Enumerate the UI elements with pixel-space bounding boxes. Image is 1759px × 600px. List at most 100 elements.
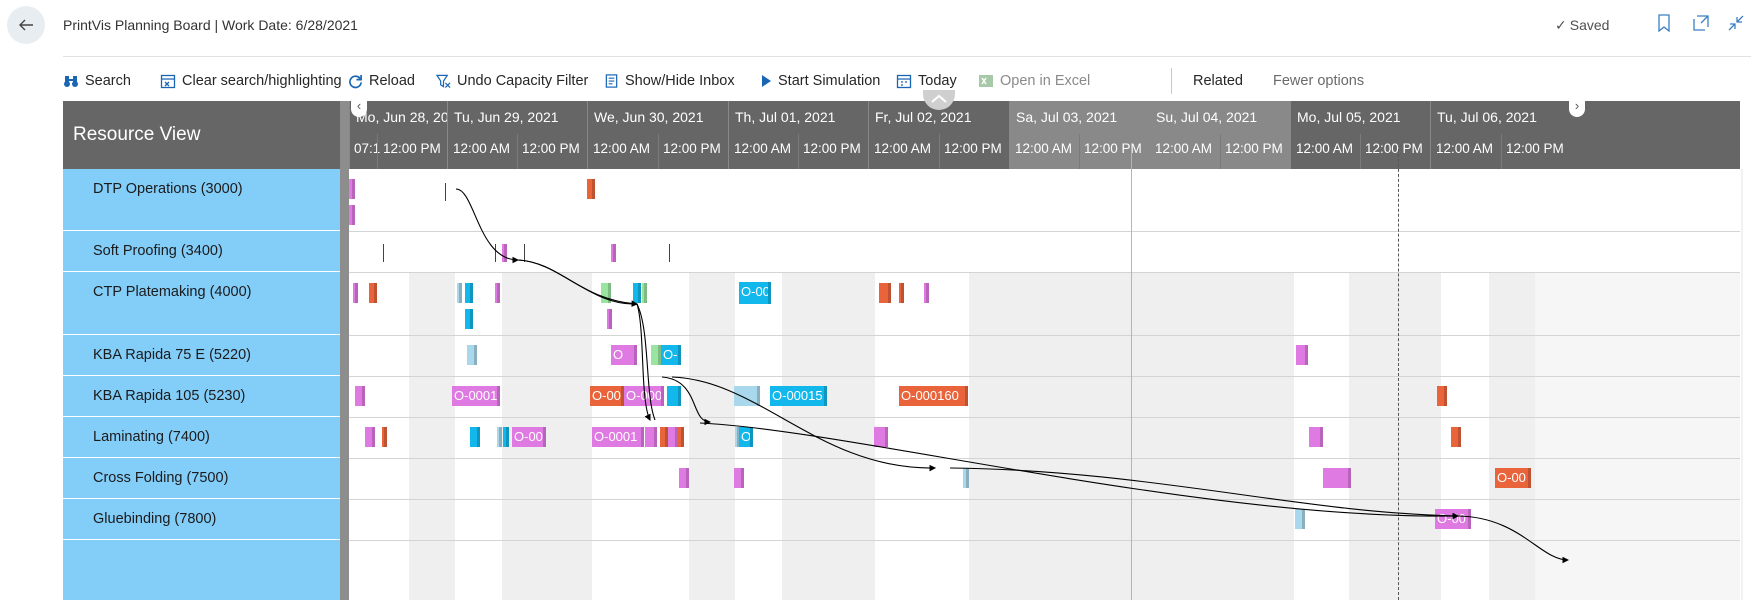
job-bar[interactable] bbox=[355, 386, 365, 406]
job-bar[interactable] bbox=[457, 283, 462, 303]
job-bar[interactable] bbox=[667, 386, 681, 406]
job-bar[interactable] bbox=[495, 283, 500, 303]
job-bar[interactable] bbox=[678, 427, 684, 447]
open-in-excel-action[interactable]: Open in Excel bbox=[978, 70, 1090, 92]
job-bar[interactable] bbox=[365, 427, 375, 447]
job-bar[interactable] bbox=[349, 205, 355, 225]
resource-row[interactable]: KBA Rapida 105 (5230) bbox=[63, 376, 340, 417]
splitter-bar[interactable] bbox=[340, 101, 349, 600]
job-bar[interactable] bbox=[1323, 468, 1351, 488]
job-bar[interactable] bbox=[601, 283, 611, 303]
job-bar[interactable]: O-00 bbox=[1495, 468, 1531, 488]
clear-search-action[interactable]: Clear search/highlighting bbox=[160, 70, 342, 92]
hour-label: 12:00 PM bbox=[803, 141, 861, 156]
job-bar[interactable] bbox=[645, 427, 657, 447]
resource-row[interactable]: Soft Proofing (3400) bbox=[63, 231, 340, 272]
job-bar[interactable]: O bbox=[611, 345, 637, 365]
fewer-options-button[interactable]: Fewer options bbox=[1273, 70, 1364, 92]
job-bar[interactable] bbox=[465, 309, 473, 329]
job-bar[interactable] bbox=[651, 345, 661, 365]
job-bar[interactable] bbox=[874, 427, 888, 447]
today-action[interactable]: Today bbox=[896, 70, 957, 92]
binoculars-icon bbox=[64, 76, 78, 87]
start-simulation-action[interactable]: Start Simulation bbox=[760, 70, 880, 92]
job-bar[interactable] bbox=[349, 179, 355, 199]
job-bar[interactable] bbox=[470, 427, 480, 447]
collapse-icon[interactable] bbox=[1727, 14, 1745, 32]
resource-row[interactable]: Laminating (7400) bbox=[63, 417, 340, 458]
job-bar[interactable]: O-0001 bbox=[452, 386, 500, 406]
back-button[interactable] bbox=[7, 6, 45, 44]
hour-divider bbox=[939, 134, 940, 169]
job-bar[interactable]: O- bbox=[739, 427, 753, 447]
job-bar[interactable] bbox=[963, 468, 969, 488]
job-bar[interactable] bbox=[1296, 345, 1308, 365]
job-bar[interactable] bbox=[1451, 427, 1461, 447]
job-bar[interactable] bbox=[668, 427, 678, 447]
job-bar[interactable]: O-00 bbox=[512, 427, 546, 447]
resource-label: Cross Folding (7500) bbox=[93, 470, 229, 486]
job-label: O-00 bbox=[1437, 511, 1466, 526]
job-bar[interactable]: O-000 bbox=[624, 386, 664, 406]
job-bar[interactable] bbox=[679, 468, 689, 488]
job-bar[interactable] bbox=[734, 468, 744, 488]
resource-row[interactable]: CTP Platemaking (4000) bbox=[63, 272, 340, 335]
job-bar[interactable] bbox=[369, 283, 377, 303]
reload-action[interactable]: Reload bbox=[348, 70, 415, 92]
job-bar[interactable] bbox=[607, 309, 612, 329]
job-bar[interactable] bbox=[467, 345, 477, 365]
scroll-left-button[interactable]: ‹ bbox=[351, 101, 367, 117]
job-bar[interactable]: O-00015 bbox=[770, 386, 827, 406]
resource-view-header: Resource View bbox=[63, 101, 340, 169]
job-bar[interactable] bbox=[503, 427, 509, 447]
job-bar[interactable] bbox=[382, 427, 387, 447]
job-bar[interactable] bbox=[734, 386, 760, 406]
undo-capacity-filter-action[interactable]: Undo Capacity Filter bbox=[436, 70, 588, 92]
bookmark-icon[interactable] bbox=[1656, 14, 1672, 32]
resource-row[interactable]: Gluebinding (7800) bbox=[63, 499, 340, 540]
job-bar[interactable] bbox=[633, 283, 641, 303]
vertical-scrollbar[interactable] bbox=[1741, 169, 1743, 600]
resource-row[interactable]: DTP Operations (3000) bbox=[63, 169, 340, 231]
job-bar[interactable] bbox=[879, 283, 891, 303]
job-bar[interactable] bbox=[899, 283, 904, 303]
job-label: O-0001 bbox=[454, 388, 498, 403]
job-bar[interactable] bbox=[1295, 509, 1305, 529]
job-bar[interactable] bbox=[353, 283, 358, 303]
chevron-right-icon: › bbox=[1574, 101, 1580, 113]
job-bar[interactable]: O-00 bbox=[739, 282, 771, 304]
job-label: O- bbox=[741, 429, 752, 444]
job-bar[interactable] bbox=[465, 283, 473, 303]
job-bar[interactable] bbox=[1437, 386, 1447, 406]
scroll-right-button[interactable]: › bbox=[1569, 101, 1585, 117]
job-bar[interactable] bbox=[502, 244, 507, 262]
show-hide-inbox-action[interactable]: Show/Hide Inbox bbox=[604, 70, 735, 92]
hour-label: 12:00 AM bbox=[1436, 141, 1494, 156]
hour-label: 12:00 PM bbox=[522, 141, 580, 156]
day-column: Tu, Jul 06, 2021 12:00 AM 12:00 PM bbox=[1430, 101, 1571, 169]
related-menu[interactable]: Related bbox=[1193, 70, 1243, 92]
job-bar[interactable]: O-000160 bbox=[899, 386, 968, 406]
schedule-grid[interactable]: O-00 O O- O-0001 O-00 O-000 O-00015 O-00… bbox=[349, 169, 1740, 600]
job-bar[interactable]: O- bbox=[661, 345, 681, 365]
job-bar[interactable] bbox=[587, 179, 595, 199]
job-bar[interactable] bbox=[660, 427, 668, 447]
day-label: Sa, Jul 03, 2021 bbox=[1016, 109, 1118, 125]
open-in-new-window-icon[interactable] bbox=[1692, 14, 1710, 32]
search-action[interactable]: Search bbox=[63, 70, 131, 92]
job-label: O bbox=[613, 347, 624, 362]
job-bar[interactable] bbox=[611, 244, 616, 262]
job-bar[interactable]: O-00 bbox=[1435, 509, 1471, 529]
resource-label: DTP Operations (3000) bbox=[93, 181, 243, 197]
collapse-header-button[interactable] bbox=[923, 90, 955, 110]
job-bar[interactable] bbox=[924, 283, 929, 303]
row-separator bbox=[349, 231, 1740, 232]
job-bar[interactable]: O-00 bbox=[590, 386, 624, 406]
resource-row[interactable]: Cross Folding (7500) bbox=[63, 458, 340, 499]
job-bar[interactable] bbox=[1309, 427, 1323, 447]
resource-row[interactable]: KBA Rapida 75 E (5220) bbox=[63, 335, 340, 376]
job-bar[interactable] bbox=[642, 283, 647, 303]
hour-divider bbox=[1220, 134, 1221, 169]
job-bar[interactable]: O-0001 bbox=[592, 427, 644, 447]
job-bar[interactable] bbox=[497, 427, 502, 447]
